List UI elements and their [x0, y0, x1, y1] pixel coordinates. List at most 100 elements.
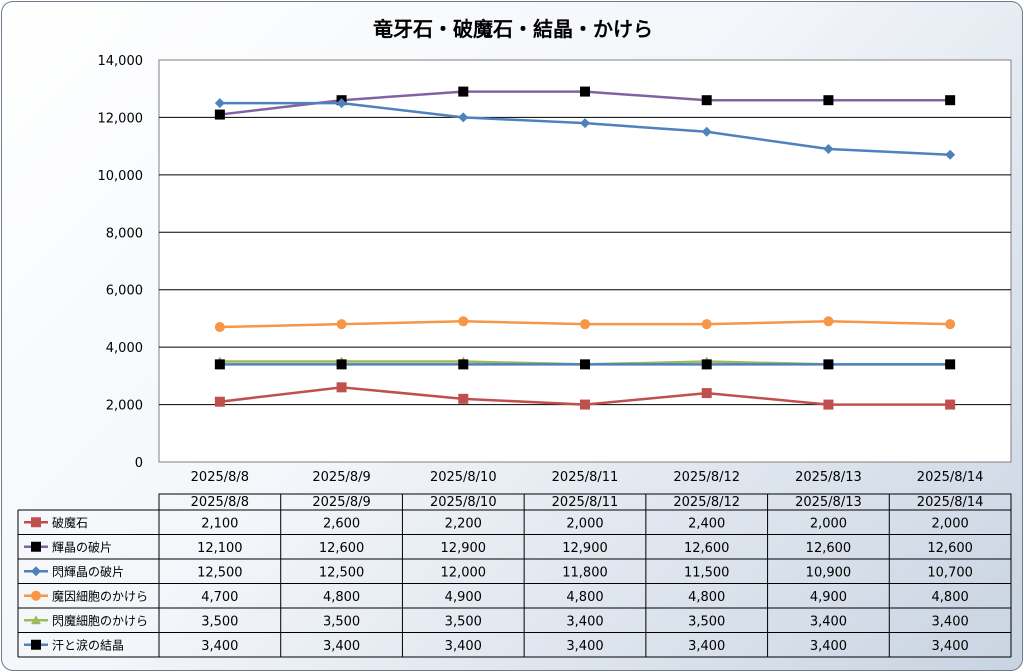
table-value-cell: 4,900 — [810, 590, 847, 605]
x-tick-label: 2025/8/11 — [552, 470, 619, 485]
y-tick-label: 10,000 — [98, 169, 144, 184]
table-value-cell: 3,500 — [201, 614, 238, 629]
data-point — [580, 399, 590, 410]
table-value-cell: 2,100 — [201, 516, 238, 531]
table-header-cell: 2025/8/14 — [917, 495, 984, 510]
table-value-cell: 12,500 — [319, 565, 365, 580]
series-group — [214, 86, 956, 410]
table-value-cell: 3,400 — [688, 639, 725, 654]
legend-label: 魔因細胞のかけら — [52, 588, 148, 603]
table-value-cell: 12,000 — [441, 565, 487, 580]
legend-label: 閃輝晶の破片 — [52, 564, 124, 579]
data-point — [701, 388, 712, 399]
table-value-cell: 12,100 — [197, 541, 243, 556]
legend-marker — [31, 590, 41, 601]
table-value-cell: 12,900 — [441, 541, 487, 556]
data-table: 2025/8/8 2025/8/9 2025/8/10 2025/8/11 2025/8… — [17, 493, 1012, 658]
table-header-cell: 2025/8/11 — [552, 495, 619, 510]
legend-marker — [31, 615, 41, 625]
data-point — [823, 95, 834, 106]
table-value-cell: 11,500 — [684, 565, 730, 580]
table-value-cell: 12,500 — [197, 565, 243, 580]
table-value-cell: 10,900 — [806, 565, 852, 580]
data-point — [823, 316, 834, 327]
table-value-cell: 3,400 — [323, 639, 360, 654]
x-tick-label: 2025/8/13 — [795, 470, 862, 485]
y-tick-label: 0 — [135, 456, 143, 471]
data-point — [945, 359, 956, 370]
data-point — [580, 359, 590, 370]
data-point — [336, 359, 347, 370]
data-point — [823, 144, 834, 155]
table-value-cell: 3,400 — [566, 614, 603, 629]
table-value-cell: 3,400 — [566, 639, 603, 654]
legend-label: 破魔石 — [52, 515, 88, 530]
data-point — [945, 95, 956, 106]
data-point — [214, 396, 225, 407]
data-point — [336, 319, 347, 330]
legend-marker — [31, 639, 41, 650]
table-value-cell: 4,900 — [445, 590, 482, 605]
data-point — [336, 98, 347, 109]
data-point — [823, 359, 834, 370]
data-point — [580, 86, 590, 97]
data-point — [214, 322, 225, 333]
table-value-cell: 12,600 — [684, 541, 730, 556]
table-value-cell: 2,600 — [323, 516, 360, 531]
table-header-cell: 2025/8/12 — [673, 495, 740, 510]
table-value-cell: 3,400 — [932, 639, 969, 654]
data-point — [701, 359, 712, 370]
data-point — [701, 319, 712, 330]
table-value-cell: 2,400 — [688, 516, 725, 531]
data-point — [701, 126, 712, 137]
table-value-cell: 10,700 — [927, 565, 973, 580]
table-header-cell: 2025/8/9 — [312, 495, 370, 510]
y-tick-label: 6,000 — [106, 284, 143, 299]
x-tick-label: 2025/8/12 — [673, 470, 740, 485]
data-point — [945, 319, 956, 330]
table-value-cell: 2,000 — [932, 516, 969, 531]
table-value-cell: 2,000 — [810, 516, 847, 531]
y-tick-label: 2,000 — [106, 399, 143, 414]
x-tick-label: 2025/8/10 — [430, 470, 497, 485]
series-3 — [214, 98, 956, 160]
y-axis: 0 2,000 4,000 6,000 8,000 10,000 12,000 14,000 — [98, 54, 144, 471]
x-tick-label: 2025/8/14 — [917, 470, 984, 485]
series-4 — [214, 316, 956, 333]
legend-label: 閃魔細胞のかけら — [52, 613, 148, 628]
data-point — [458, 86, 469, 97]
x-tick-label: 2025/8/8 — [191, 470, 249, 485]
table-value-cell: 3,400 — [810, 614, 847, 629]
table-value-cell: 3,400 — [445, 639, 482, 654]
series-6 — [214, 359, 956, 370]
table-value-cell: 3,400 — [810, 639, 847, 654]
data-point — [336, 382, 347, 393]
data-point — [458, 316, 469, 327]
data-point — [945, 399, 956, 410]
data-point — [458, 393, 469, 404]
data-point — [701, 95, 712, 106]
data-point — [214, 359, 225, 370]
data-point — [214, 98, 225, 109]
data-point — [214, 109, 225, 120]
table-value-cell: 3,500 — [445, 614, 482, 629]
table-value-cell: 12,600 — [319, 541, 365, 556]
y-tick-label: 8,000 — [106, 226, 143, 241]
table-value-cell: 4,800 — [323, 590, 360, 605]
table-value-cell: 3,400 — [201, 639, 238, 654]
table-value-cell: 3,400 — [932, 614, 969, 629]
legend-marker — [31, 541, 41, 552]
table-value-cell: 12,900 — [562, 541, 608, 556]
y-tick-label: 4,000 — [106, 341, 143, 356]
table-value-cell: 4,800 — [688, 590, 725, 605]
table-header-cell: 2025/8/13 — [795, 495, 862, 510]
table-value-cell: 3,500 — [688, 614, 725, 629]
data-point — [945, 149, 956, 160]
x-axis: 2025/8/8 2025/8/9 2025/8/10 2025/8/11 2025/8… — [191, 470, 984, 485]
table-value-cell: 12,600 — [927, 541, 973, 556]
chart-title: 竜牙石・破魔石・結晶・かけら — [373, 17, 653, 41]
table-value-cell: 3,500 — [323, 614, 360, 629]
table-header-cell: 2025/8/8 — [191, 495, 249, 510]
data-point — [458, 359, 469, 370]
